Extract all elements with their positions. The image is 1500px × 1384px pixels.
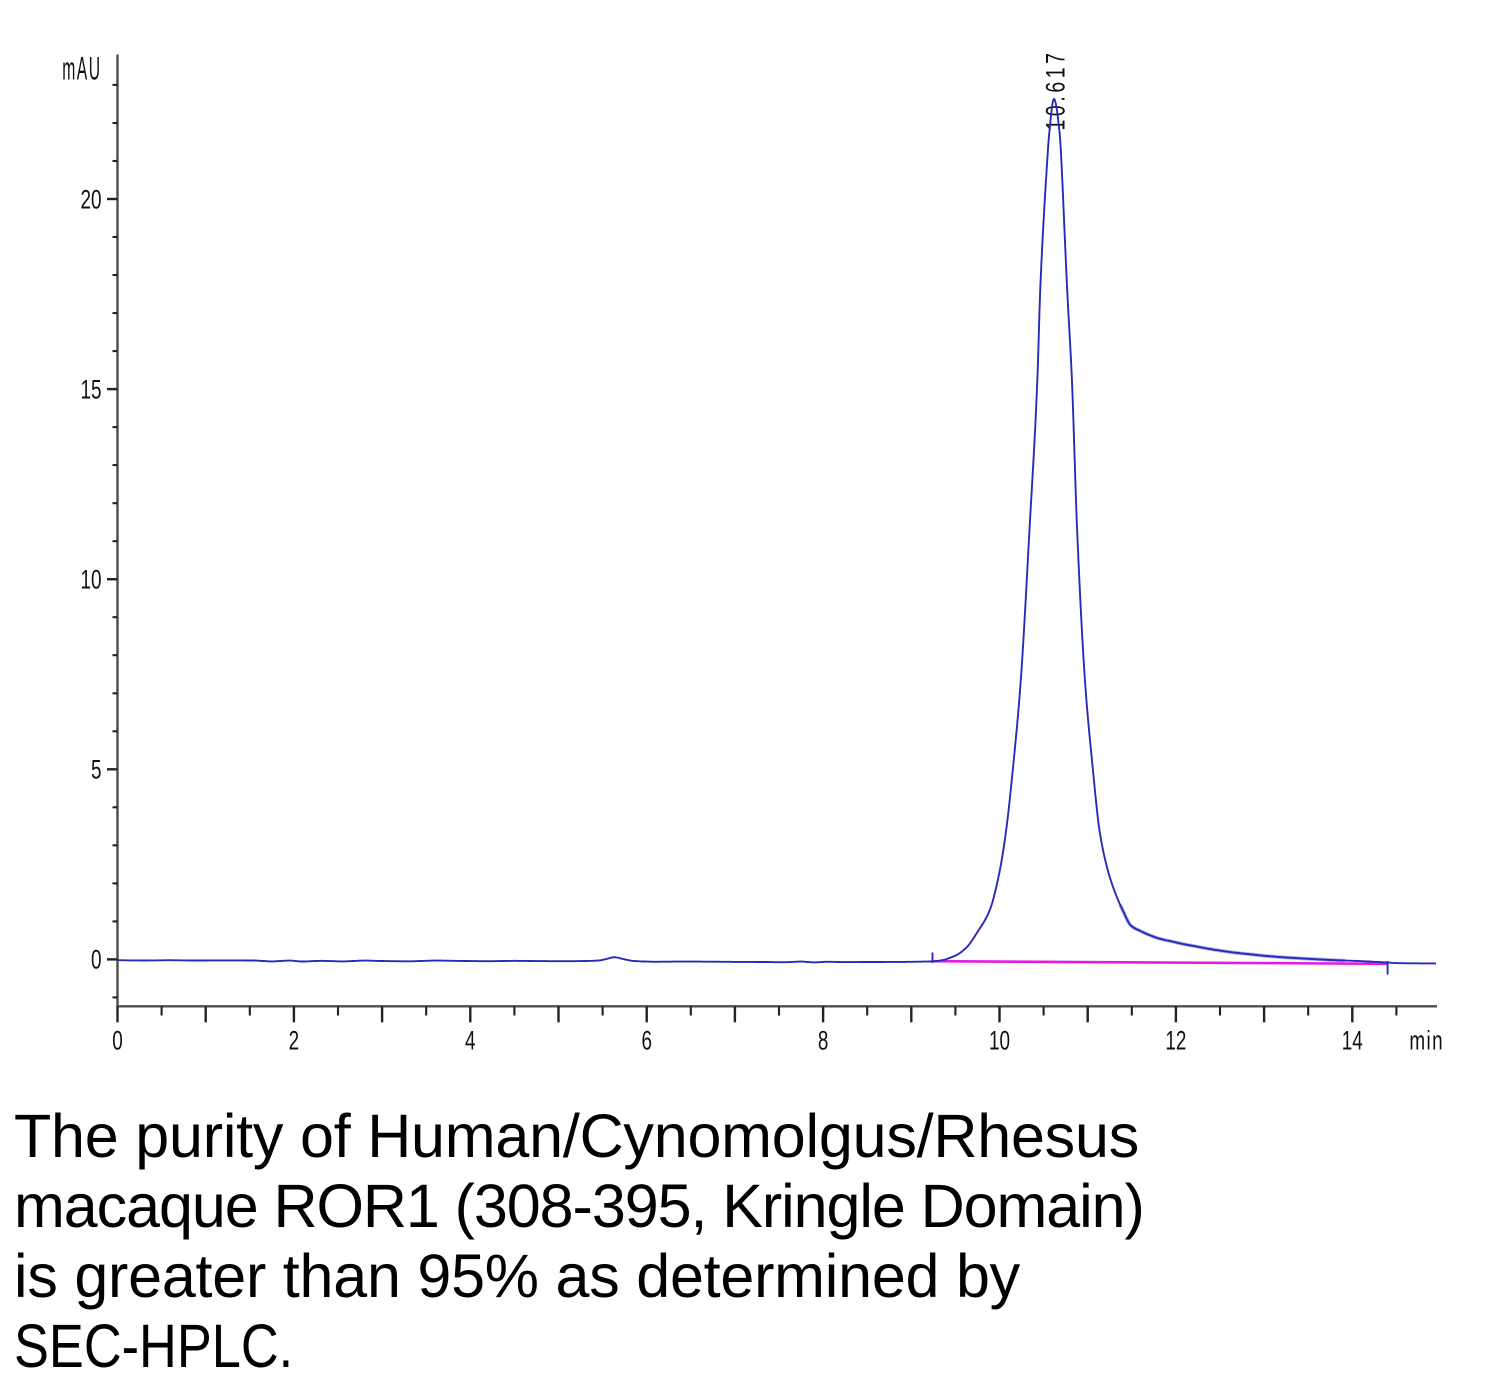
- svg-text:10: 10: [80, 564, 101, 594]
- svg-text:20: 20: [80, 184, 101, 214]
- svg-text:10: 10: [989, 1025, 1010, 1055]
- svg-text:0: 0: [91, 944, 102, 974]
- svg-text:4: 4: [465, 1025, 476, 1055]
- svg-text:min: min: [1409, 1025, 1444, 1055]
- svg-text:mAU: mAU: [62, 52, 101, 88]
- svg-text:15: 15: [80, 374, 101, 404]
- svg-text:2: 2: [289, 1025, 300, 1055]
- svg-text:12: 12: [1165, 1025, 1186, 1055]
- svg-text:10.617: 10.617: [1040, 49, 1070, 130]
- svg-text:8: 8: [818, 1025, 829, 1055]
- svg-text:0: 0: [112, 1025, 123, 1055]
- svg-text:14: 14: [1342, 1025, 1363, 1055]
- svg-text:5: 5: [91, 754, 102, 784]
- svg-text:6: 6: [641, 1025, 652, 1055]
